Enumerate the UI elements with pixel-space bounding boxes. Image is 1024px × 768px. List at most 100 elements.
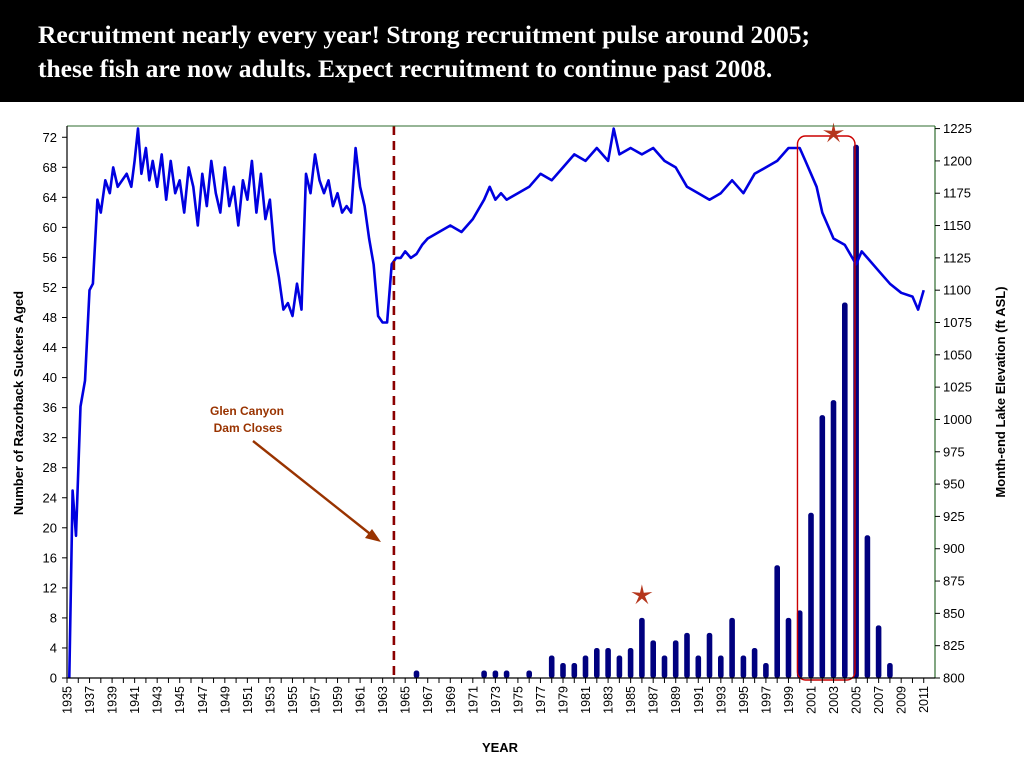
y-right-tick-label: 1025 xyxy=(943,380,972,395)
x-tick-label: 1975 xyxy=(511,686,525,714)
y-left-tick-label: 68 xyxy=(43,160,57,175)
x-tick-label: 1961 xyxy=(354,686,368,714)
y-right-tick-label: 850 xyxy=(943,606,965,621)
y-left-tick-label: 4 xyxy=(50,640,57,655)
bar-1988 xyxy=(661,655,668,678)
y-right-tick-label: 1150 xyxy=(943,218,971,233)
x-tick-label: 1967 xyxy=(421,686,435,714)
y-left-tick-label: 64 xyxy=(43,190,57,205)
bar-1985 xyxy=(627,648,634,678)
x-tick-label: 1993 xyxy=(714,686,728,714)
title-line-2: these fish are now adults. Expect recrui… xyxy=(38,54,773,83)
bar-1998 xyxy=(774,565,780,678)
x-tick-label: 1995 xyxy=(737,686,751,714)
x-tick-label: 1949 xyxy=(218,686,232,714)
bar-1993 xyxy=(718,655,724,678)
bar-1999 xyxy=(785,617,792,678)
y-left-tick-label: 60 xyxy=(43,220,57,235)
bar-1981 xyxy=(582,655,589,678)
y-left-tick-label: 12 xyxy=(43,580,57,595)
combo-chart: 0481216202428323640444852566064687280082… xyxy=(11,121,1008,755)
bar-2005 xyxy=(853,144,859,679)
bar-1979 xyxy=(560,663,566,678)
title-bar: Recruitment nearly every year! Strong re… xyxy=(0,0,1024,102)
y-right-tick-label: 900 xyxy=(943,541,965,556)
y-right-tick-label: 875 xyxy=(943,574,965,589)
y-left-tick-label: 32 xyxy=(43,430,57,445)
y-right-axis-title: Month-end Lake Elevation (ft ASL) xyxy=(993,286,1008,497)
bar-1990 xyxy=(684,632,690,678)
bar-1980 xyxy=(571,663,578,678)
x-tick-label: 1979 xyxy=(557,686,571,714)
x-tick-label: 1943 xyxy=(151,686,165,714)
x-tick-label: 1985 xyxy=(624,686,638,714)
x-tick-label: 1987 xyxy=(647,686,661,714)
axes: 0481216202428323640444852566064687280082… xyxy=(43,121,972,714)
bar-1966 xyxy=(413,670,420,678)
bar-1974 xyxy=(503,670,510,678)
y-left-tick-label: 24 xyxy=(43,490,57,505)
star-1986 xyxy=(631,584,653,605)
bar-2001 xyxy=(808,512,814,678)
bar-1972 xyxy=(481,670,487,678)
x-tick-label: 1989 xyxy=(669,686,683,714)
x-tick-label: 1997 xyxy=(759,686,773,714)
bar-1978 xyxy=(548,655,555,678)
y-left-axis-title: Number of Razorback Suckers Aged xyxy=(11,291,26,515)
y-right-tick-label: 1075 xyxy=(943,315,972,330)
bar-2004 xyxy=(842,302,848,678)
y-right-tick-label: 1100 xyxy=(943,283,971,298)
x-tick-label: 2003 xyxy=(827,686,841,714)
y-left-tick-label: 52 xyxy=(43,280,57,295)
y-left-tick-label: 40 xyxy=(43,370,57,385)
bar-1992 xyxy=(706,632,713,678)
x-tick-label: 1981 xyxy=(579,686,593,714)
annotation-line-2: Dam Closes xyxy=(214,421,283,435)
x-tick-label: 1959 xyxy=(331,686,345,714)
x-tick-label: 1941 xyxy=(128,686,142,714)
y-left-tick-label: 56 xyxy=(43,250,57,265)
y-right-tick-label: 800 xyxy=(943,671,965,686)
y-right-tick-label: 1225 xyxy=(943,121,972,136)
title-line-1: Recruitment nearly every year! Strong re… xyxy=(38,20,810,49)
highlight-box xyxy=(796,135,856,681)
bar-1983 xyxy=(605,648,611,678)
x-tick-label: 1935 xyxy=(61,686,75,714)
y-left-tick-label: 48 xyxy=(43,310,57,325)
bar-1989 xyxy=(672,640,679,678)
bar-1982 xyxy=(594,648,600,678)
annotation-line-1: Glen Canyon xyxy=(210,404,284,418)
x-tick-label: 1971 xyxy=(466,686,480,714)
x-tick-label: 1965 xyxy=(399,686,413,714)
x-tick-label: 1999 xyxy=(782,686,796,714)
annotation-layer xyxy=(252,122,856,681)
bar-1984 xyxy=(616,655,623,678)
x-axis-title: YEAR xyxy=(482,740,519,755)
x-tick-label: 1983 xyxy=(602,686,616,714)
elevation-series xyxy=(68,127,925,679)
x-tick-label: 1939 xyxy=(106,686,120,714)
x-tick-label: 2007 xyxy=(872,686,886,714)
x-tick-label: 1963 xyxy=(376,686,390,714)
x-tick-label: 1953 xyxy=(263,686,277,714)
bar-series xyxy=(413,144,893,679)
y-right-tick-label: 1000 xyxy=(943,412,972,427)
x-tick-label: 1973 xyxy=(489,686,503,714)
y-right-tick-label: 1050 xyxy=(943,347,972,362)
bar-1997 xyxy=(763,663,769,678)
y-right-tick-label: 1175 xyxy=(943,186,971,201)
y-right-tick-label: 950 xyxy=(943,477,965,492)
bar-1991 xyxy=(695,655,702,678)
x-tick-label: 1957 xyxy=(309,686,323,714)
y-left-tick-label: 20 xyxy=(43,520,57,535)
y-right-tick-label: 925 xyxy=(943,509,965,524)
bar-2007 xyxy=(875,625,882,678)
x-tick-label: 1945 xyxy=(173,686,187,714)
y-left-tick-label: 0 xyxy=(50,671,57,686)
annotation-arrow-shaft xyxy=(252,440,375,538)
x-tick-label: 2009 xyxy=(895,686,909,714)
y-left-tick-label: 28 xyxy=(43,460,57,475)
x-tick-label: 1991 xyxy=(692,686,706,714)
bar-1994 xyxy=(729,617,735,678)
x-tick-label: 1955 xyxy=(286,686,300,714)
